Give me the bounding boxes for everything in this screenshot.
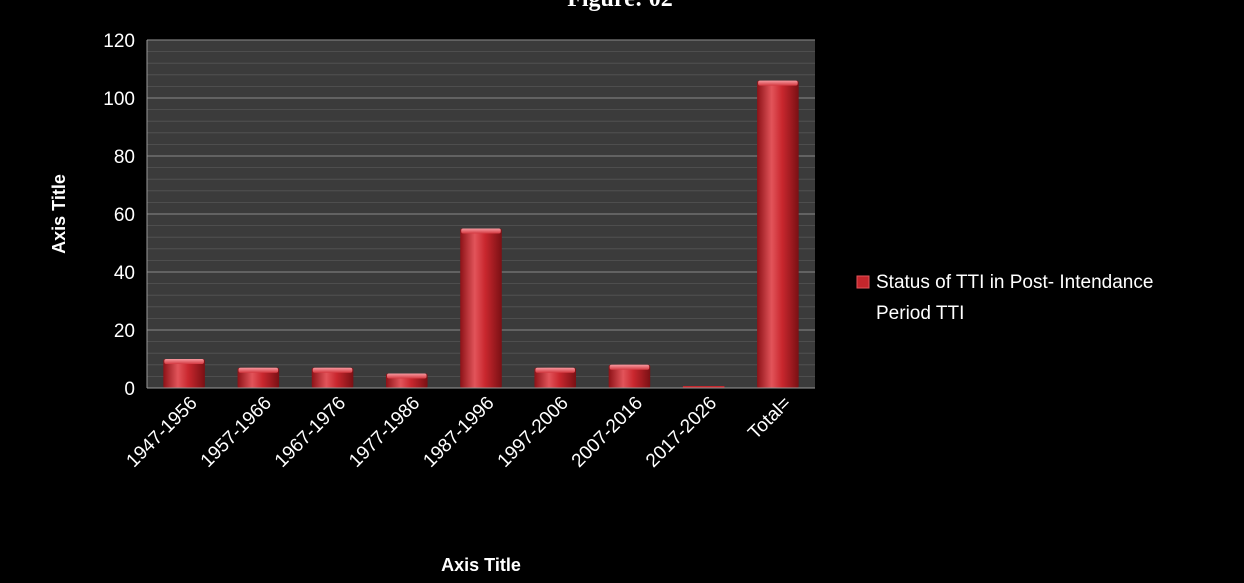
x-tick-label: 2007-2016 [568, 393, 647, 472]
y-tick-label: 20 [114, 321, 135, 342]
bar [385, 373, 428, 388]
y-tick-label: 0 [124, 379, 135, 400]
bar-body [534, 367, 577, 388]
legend-label-line-2: Period TTI [876, 303, 964, 324]
legend-swatch [856, 275, 870, 289]
bar-top [461, 228, 501, 234]
y-tick-label: 40 [114, 263, 135, 284]
bar [163, 359, 205, 388]
bar-top [609, 364, 650, 370]
bar [757, 80, 799, 388]
x-tick-label: 2017-2026 [642, 393, 721, 472]
x-tick-label: 1947-1956 [123, 393, 202, 472]
bar-body [757, 80, 799, 388]
bar-body [311, 367, 354, 388]
bar [311, 367, 354, 388]
bar-top [164, 359, 204, 364]
x-tick-label: Total= [744, 393, 795, 444]
bar-top [758, 80, 798, 86]
x-tick-label: 1957-1966 [197, 393, 276, 472]
bar-top [238, 367, 279, 373]
y-tick-label: 100 [103, 89, 135, 110]
bar-body [608, 364, 651, 388]
bar-top [312, 367, 353, 373]
y-tick-label: 80 [114, 147, 135, 168]
figure-caption: Figure: 02 [470, 0, 770, 13]
bar [237, 367, 280, 388]
x-tick-label: 1967-1976 [271, 393, 350, 472]
x-tick-label: 1997-2006 [494, 393, 573, 472]
bar-top [535, 367, 576, 373]
bar-body [237, 367, 280, 388]
x-tick-label: 1977-1986 [345, 393, 424, 472]
bar [534, 367, 577, 388]
y-axis-title: Axis Title [49, 174, 69, 254]
y-tick-label: 60 [114, 205, 135, 226]
bar-body [163, 359, 205, 388]
bar-top [386, 373, 427, 379]
y-tick-label: 120 [103, 31, 135, 52]
bar-body [460, 228, 502, 388]
x-tick-label: 1987-1996 [419, 393, 498, 472]
bar-body [682, 386, 725, 388]
bar [682, 386, 725, 388]
bar [608, 364, 651, 388]
legend-label-line-1: Status of TTI in Post- Intendance [876, 272, 1153, 293]
bar [460, 228, 502, 388]
bars [163, 80, 799, 388]
y-tick-labels: 0 20 40 60 80 100 120 [103, 31, 135, 400]
x-tick-labels: 1947-19561957-19661967-19761977-19861987… [123, 393, 796, 472]
x-axis-title: Axis Title [441, 555, 521, 575]
legend: Status of TTI in Post- Intendance Period… [856, 272, 1153, 324]
